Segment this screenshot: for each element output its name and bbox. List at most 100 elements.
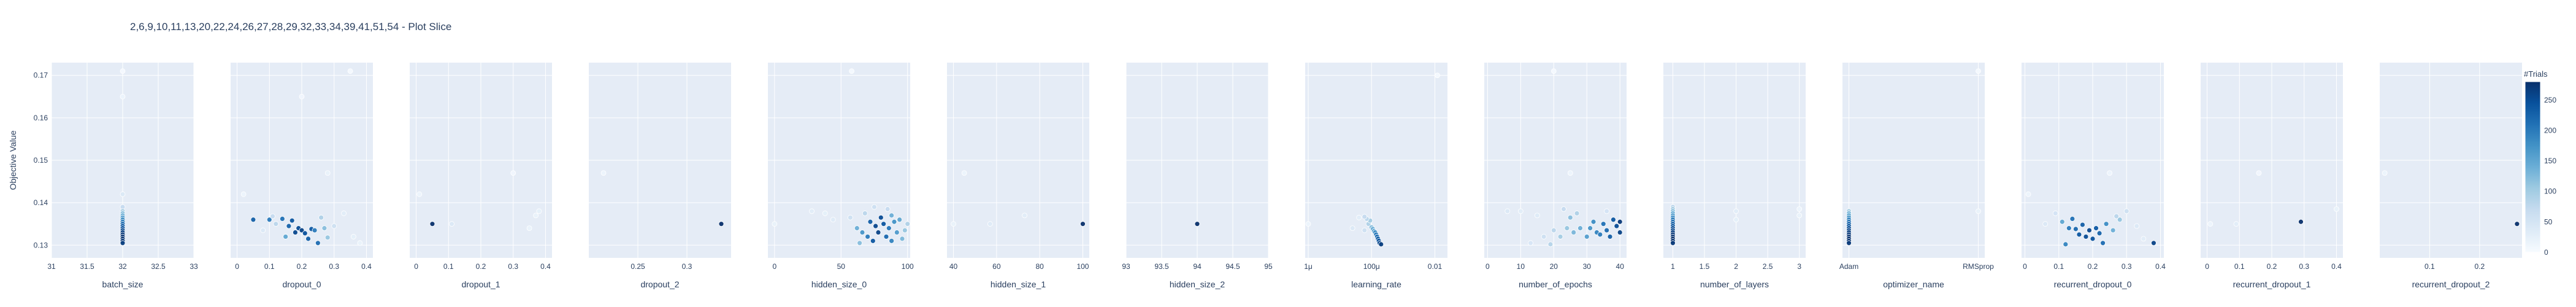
data-point bbox=[1796, 212, 1803, 219]
data-point bbox=[1561, 206, 1566, 212]
x-tick-label: 32.5 bbox=[151, 262, 166, 271]
data-point bbox=[1584, 234, 1590, 239]
x-tick-label: 40 bbox=[949, 262, 958, 271]
data-point bbox=[312, 227, 318, 233]
subplot-dropout-0: 0 0.1 0.2 0.3 0.4 dropout_0 bbox=[231, 63, 373, 289]
data-point bbox=[240, 191, 247, 197]
x-tick-label: 0.4 bbox=[2155, 262, 2166, 271]
data-point bbox=[347, 68, 353, 74]
x-tick-label: 0 bbox=[2023, 262, 2027, 271]
data-point bbox=[1022, 212, 1027, 219]
data-point bbox=[120, 68, 126, 74]
data-point bbox=[1356, 214, 1362, 220]
data-point bbox=[822, 211, 828, 216]
data-point bbox=[1551, 227, 1557, 233]
data-point bbox=[870, 238, 876, 244]
data-point bbox=[2134, 223, 2140, 229]
data-point bbox=[2123, 208, 2129, 214]
data-point bbox=[873, 223, 879, 229]
data-point bbox=[894, 230, 900, 235]
data-point bbox=[854, 225, 860, 231]
data-point bbox=[250, 217, 256, 223]
x-tick-label: 0.3 bbox=[2299, 262, 2309, 271]
x-tick-label: 0 bbox=[2205, 262, 2209, 271]
x-tick-label: 0.2 bbox=[476, 262, 486, 271]
data-point bbox=[899, 236, 905, 242]
data-point bbox=[305, 236, 311, 242]
data-point bbox=[878, 214, 884, 220]
data-point bbox=[2117, 217, 2123, 223]
data-point bbox=[884, 206, 891, 212]
x-tick-label: 93 bbox=[1122, 262, 1130, 271]
x-axis-label: hidden_size_1 bbox=[991, 279, 1046, 289]
colorbar-gradient bbox=[2524, 81, 2541, 253]
x-tick-label: 20 bbox=[1550, 262, 1558, 271]
data-point bbox=[416, 191, 423, 197]
data-point bbox=[1557, 234, 1563, 239]
colorbar-tick-label: 100 bbox=[2544, 187, 2556, 196]
x-tick-label: 0.3 bbox=[508, 262, 518, 271]
subplot-batch-size: 31 31.5 32 32.5 33 batch_size 0.13 0.14 0.15 0.16… bbox=[34, 63, 198, 289]
data-point bbox=[2107, 170, 2113, 176]
x-tick-label: 0 bbox=[235, 262, 239, 271]
data-point bbox=[2042, 221, 2049, 227]
x-tick-label: 80 bbox=[1035, 262, 1044, 271]
data-point bbox=[1378, 241, 1384, 247]
data-point bbox=[1604, 227, 1610, 233]
data-point bbox=[2059, 219, 2065, 225]
data-point bbox=[1607, 234, 1613, 239]
data-point bbox=[1362, 227, 1368, 233]
colorbar-title: #Trials bbox=[2524, 69, 2548, 79]
data-point bbox=[2334, 206, 2339, 212]
x-tick-label: 0.1 bbox=[2053, 262, 2064, 271]
data-point bbox=[293, 230, 298, 235]
data-point bbox=[533, 212, 539, 219]
data-point bbox=[2100, 240, 2106, 246]
data-point bbox=[324, 170, 331, 176]
data-point bbox=[867, 219, 873, 225]
data-point bbox=[2090, 236, 2096, 242]
y-axis-label: Objective Value bbox=[8, 130, 18, 190]
data-point bbox=[2298, 219, 2304, 225]
x-tick-label: 0 bbox=[772, 262, 776, 271]
x-tick-label: 2.5 bbox=[1763, 262, 1773, 271]
data-point bbox=[891, 219, 897, 225]
x-axis-label: dropout_0 bbox=[282, 279, 321, 289]
x-tick-label: 0.4 bbox=[2331, 262, 2342, 271]
data-point bbox=[848, 214, 853, 220]
data-point bbox=[1670, 240, 1676, 246]
x-tick-label: 94.5 bbox=[1225, 262, 1240, 271]
data-point bbox=[2256, 170, 2262, 176]
x-tick-label: 10 bbox=[1517, 262, 1525, 271]
data-point bbox=[1733, 217, 1739, 223]
x-axis-label: recurrent_dropout_0 bbox=[2054, 279, 2132, 289]
data-point bbox=[1846, 240, 1852, 246]
data-point bbox=[2083, 234, 2089, 239]
y-tick-label: 0.15 bbox=[34, 156, 48, 165]
data-point bbox=[1517, 208, 1524, 214]
data-point bbox=[357, 240, 363, 246]
data-point bbox=[2076, 231, 2082, 238]
data-point bbox=[302, 230, 308, 236]
chart-title: 2,6,9,10,11,13,20,22,24,26,27,28,29,32,3… bbox=[130, 21, 451, 33]
x-tick-label: 60 bbox=[992, 262, 1001, 271]
data-point bbox=[830, 217, 836, 223]
x-tick-label: 0.2 bbox=[2474, 262, 2485, 271]
data-point bbox=[1796, 206, 1803, 212]
x-tick-label: 33 bbox=[190, 262, 198, 271]
data-point bbox=[849, 68, 854, 74]
subplot-recurrent-dropout-0: 0 0.1 0.2 0.3 0.4 recurrent_dropout_0 bbox=[2022, 63, 2166, 289]
data-point bbox=[270, 213, 275, 219]
x-tick-label: 0.1 bbox=[2425, 262, 2435, 271]
data-point bbox=[1617, 219, 1623, 225]
data-point bbox=[1600, 221, 1606, 227]
x-tick-label: 32 bbox=[118, 262, 127, 271]
x-axis-label: number_of_epochs bbox=[1519, 279, 1592, 289]
data-point bbox=[120, 191, 126, 197]
data-point bbox=[1590, 219, 1597, 225]
data-point bbox=[510, 170, 516, 176]
data-point bbox=[1194, 221, 1200, 227]
data-point bbox=[536, 208, 542, 214]
